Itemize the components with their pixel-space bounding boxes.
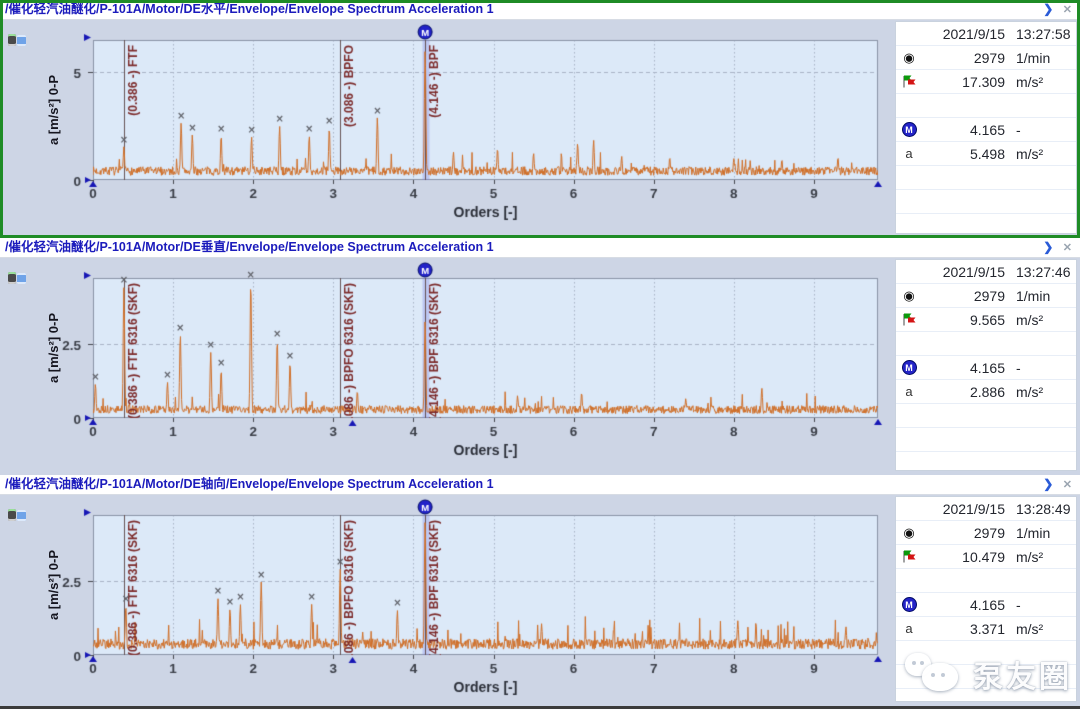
y-axis-label: a [m/s²] 0-P <box>46 74 61 146</box>
band-row <box>896 569 1076 593</box>
timestamp-row: 2021/9/15 13:27:58 <box>896 22 1076 46</box>
amplitude-icon: a <box>905 384 913 399</box>
time: 13:27:58 <box>1016 25 1071 42</box>
marker-row: M 4.165- <box>896 118 1076 142</box>
expand-icon[interactable]: ❯ <box>1043 240 1054 254</box>
empty-row <box>896 190 1076 214</box>
marker-row: M 4.165- <box>896 356 1076 380</box>
expand-icon[interactable]: ❯ <box>1043 2 1054 16</box>
time: 13:28:49 <box>1016 500 1071 517</box>
band-row <box>896 332 1076 356</box>
speed-icon: ◉ <box>903 524 915 540</box>
info-table: 2021/9/15 13:27:46 ◉ 2979 1/min 9.565 m/s² M… <box>895 259 1077 471</box>
date: 2021/9/15 <box>942 263 1005 280</box>
spectrum-panel-de-vertical[interactable]: /催化轻汽油醚化/P-101A/Motor/DE垂直/Envelope/Enve… <box>0 238 1080 475</box>
amplitude-row: a 5.498 m/s² <box>896 142 1076 166</box>
speed-icon: ◉ <box>903 287 915 303</box>
spectrum-chart[interactable] <box>0 20 897 232</box>
amplitude-row: a 2.886 m/s² <box>896 380 1076 404</box>
panel-title-bar: /催化轻汽油醚化/P-101A/Motor/DE水平/Envelope/Enve… <box>0 0 1080 20</box>
empty-row <box>896 641 1076 665</box>
marker-m-icon: M <box>896 597 922 612</box>
overall-value-row: 17.309 m/s² <box>896 70 1076 94</box>
window-bottom-edge <box>0 706 1080 709</box>
speed-row: ◉ 2979 1/min <box>896 284 1076 308</box>
expand-icon[interactable]: ❯ <box>1043 477 1054 491</box>
marker-row: M 4.165- <box>896 593 1076 617</box>
date: 2021/9/15 <box>942 25 1005 42</box>
time: 13:27:46 <box>1016 263 1071 280</box>
channel-icon <box>8 33 28 47</box>
empty-row <box>896 452 1076 475</box>
speed-row: ◉ 2979 1/min <box>896 521 1076 545</box>
band-row <box>896 94 1076 118</box>
empty-row <box>896 404 1076 428</box>
flag-icon <box>896 550 922 563</box>
spectrum-chart[interactable] <box>0 258 897 470</box>
spectrum-panel-de-horizontal[interactable]: /催化轻汽油醚化/P-101A/Motor/DE水平/Envelope/Enve… <box>0 0 1080 238</box>
empty-row <box>896 665 1076 689</box>
channel-icon <box>8 271 28 285</box>
panel-title-bar: /催化轻汽油醚化/P-101A/Motor/DE垂直/Envelope/Enve… <box>0 238 1080 258</box>
spectrum-chart[interactable] <box>0 495 897 707</box>
marker-m-icon: M <box>896 360 922 375</box>
date: 2021/9/15 <box>942 500 1005 517</box>
amplitude-icon: a <box>905 146 913 161</box>
overall-value-row: 9.565 m/s² <box>896 308 1076 332</box>
timestamp-row: 2021/9/15 13:28:49 <box>896 497 1076 521</box>
panel-title: /催化轻汽油醚化/P-101A/Motor/DE水平/Envelope/Enve… <box>5 2 494 16</box>
empty-row <box>896 214 1076 237</box>
panel-title: /催化轻汽油醚化/P-101A/Motor/DE垂直/Envelope/Enve… <box>5 240 494 254</box>
close-icon[interactable]: ✕ <box>1062 4 1072 16</box>
info-table: 2021/9/15 13:27:58 ◉ 2979 1/min 17.309 m/s² … <box>895 21 1077 234</box>
flag-icon <box>896 313 922 326</box>
marker-m-icon: M <box>896 122 922 137</box>
empty-row <box>896 428 1076 452</box>
overall-value-row: 10.479 m/s² <box>896 545 1076 569</box>
panel-title: /催化轻汽油醚化/P-101A/Motor/DE轴向/Envelope/Enve… <box>5 477 494 491</box>
close-icon[interactable]: ✕ <box>1062 242 1072 254</box>
timestamp-row: 2021/9/15 13:27:46 <box>896 260 1076 284</box>
spectrum-panel-de-axial[interactable]: /催化轻汽油醚化/P-101A/Motor/DE轴向/Envelope/Enve… <box>0 475 1080 707</box>
y-axis-label: a [m/s²] 0-P <box>46 312 61 384</box>
panel-title-bar: /催化轻汽油醚化/P-101A/Motor/DE轴向/Envelope/Enve… <box>0 475 1080 495</box>
info-table: 2021/9/15 13:28:49 ◉ 2979 1/min 10.479 m/s² … <box>895 496 1077 702</box>
amplitude-row: a 3.371 m/s² <box>896 617 1076 641</box>
speed-row: ◉ 2979 1/min <box>896 46 1076 70</box>
flag-icon <box>896 75 922 88</box>
channel-icon <box>8 508 28 522</box>
empty-row <box>896 166 1076 190</box>
amplitude-icon: a <box>905 621 913 636</box>
y-axis-label: a [m/s²] 0-P <box>46 549 61 621</box>
speed-icon: ◉ <box>903 49 915 65</box>
close-icon[interactable]: ✕ <box>1062 479 1072 491</box>
